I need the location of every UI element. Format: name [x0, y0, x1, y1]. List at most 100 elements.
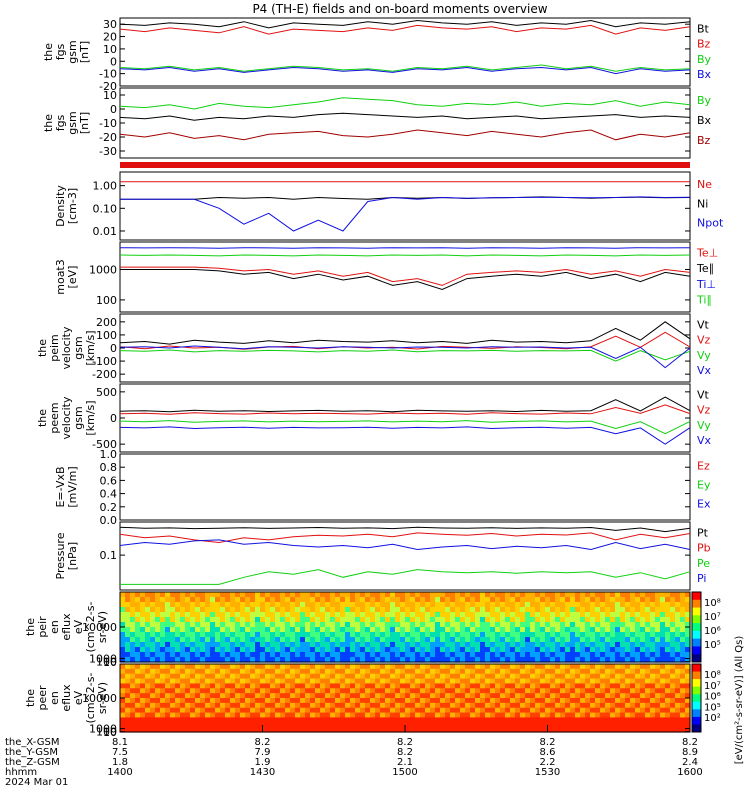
heatmap-cell — [285, 612, 291, 618]
heatmap-cell — [310, 717, 316, 723]
heatmap-cell — [455, 612, 461, 618]
heatmap-cell — [295, 717, 301, 723]
heatmap-cell — [605, 707, 611, 714]
x-tick-label: 2.4 — [682, 757, 698, 768]
series-line-Vy — [119, 349, 691, 362]
heatmap-cell — [595, 707, 601, 714]
y-axis-label: [cm-3] — [66, 188, 79, 224]
heatmap-cell — [285, 668, 291, 675]
y-tick-label: 0 — [110, 342, 117, 355]
heatmap-cell — [645, 627, 651, 633]
y-tick-label: 1000 — [89, 723, 117, 736]
heatmap-cell — [410, 632, 416, 638]
heatmap-cell — [140, 698, 146, 704]
heatmap-cell — [490, 678, 496, 685]
heatmap-cell — [285, 597, 291, 603]
heatmap-cell — [220, 607, 226, 613]
colorbar-tick-label: 10² — [704, 713, 721, 724]
heatmap-cell — [475, 688, 481, 694]
heatmap-cell — [565, 637, 571, 643]
y-axis-label: E=-VxB — [54, 466, 67, 507]
heatmap-cell — [435, 602, 441, 608]
heatmap-cell — [320, 717, 326, 723]
heatmap-cell — [675, 642, 681, 648]
heatmap-cell — [575, 632, 581, 638]
heatmap-cell — [170, 668, 176, 675]
heatmap-cell — [560, 722, 566, 728]
heatmap-cell — [485, 678, 491, 685]
heatmap-cell — [270, 722, 276, 728]
heatmap-cell — [635, 698, 641, 704]
heatmap-cell — [520, 642, 526, 648]
heatmap-cell — [520, 693, 526, 699]
heatmap-cell — [155, 637, 161, 643]
heatmap-cell — [270, 727, 276, 733]
heatmap-cell — [450, 664, 456, 670]
heatmap-cell — [515, 707, 521, 714]
heatmap-cell — [435, 612, 441, 618]
heatmap-cell — [485, 637, 491, 643]
heatmap-cell — [200, 693, 206, 699]
heatmap-cell — [655, 627, 661, 633]
heatmap-cell — [605, 627, 611, 633]
heatmap-cell — [510, 668, 516, 675]
heatmap-cell — [235, 722, 241, 728]
heatmap-cell — [380, 683, 386, 689]
heatmap-cell — [165, 712, 171, 719]
heatmap-cell — [425, 678, 431, 685]
heatmap-cell — [650, 722, 656, 728]
heatmap-cell — [560, 668, 566, 675]
heatmap-cell — [195, 642, 201, 648]
heatmap-cell — [575, 664, 581, 670]
series-line-Bz — [119, 129, 691, 141]
heatmap-cell — [200, 632, 206, 638]
heatmap-cell — [290, 702, 296, 709]
y-axis-label: [eV] — [66, 266, 79, 289]
heatmap-cell — [135, 607, 141, 613]
heatmap-cell — [235, 702, 241, 709]
heatmap-cell — [475, 712, 481, 719]
heatmap-cell — [455, 602, 461, 608]
heatmap-cell — [340, 642, 346, 648]
heatmap-cell — [355, 617, 361, 623]
heatmap-cell — [470, 647, 476, 653]
heatmap-cell — [400, 668, 406, 675]
y-axis-label: [nPa] — [66, 542, 79, 570]
heatmap-cell — [565, 688, 571, 694]
heatmap-cell — [410, 702, 416, 709]
heatmap-cell — [640, 678, 646, 685]
heatmap-cell — [405, 707, 411, 714]
heatmap-cell — [595, 617, 601, 623]
y-axis-label: eV — [72, 619, 85, 634]
heatmap-cell — [265, 727, 271, 733]
heatmap-cell — [525, 668, 531, 675]
heatmap-cell — [620, 642, 626, 648]
heatmap-cell — [205, 668, 211, 675]
heatmap-cell — [390, 602, 396, 608]
heatmap-cell — [415, 647, 421, 653]
heatmap-cell — [195, 632, 201, 638]
heatmap-cell — [320, 727, 326, 733]
heatmap-cell — [545, 712, 551, 719]
heatmap-cell — [360, 657, 366, 663]
heatmap-cell — [655, 673, 661, 680]
heatmap-cell — [555, 607, 561, 613]
heatmap-cell — [495, 683, 501, 689]
heatmap-cell — [395, 632, 401, 638]
heatmap-cell — [550, 647, 556, 653]
heatmap-cell — [670, 727, 676, 733]
heatmap-cell — [160, 664, 166, 670]
heatmap-cell — [265, 678, 271, 685]
heatmap-cell — [505, 627, 511, 633]
heatmap-cell — [600, 673, 606, 680]
heatmap-cell — [240, 693, 246, 699]
x-row-label: the_Z-GSM — [5, 757, 60, 768]
heatmap-cell — [365, 652, 371, 658]
heatmap-cell — [485, 722, 491, 728]
heatmap-cell — [525, 592, 531, 598]
heatmap-cell — [475, 622, 481, 628]
heatmap-cell — [250, 597, 256, 603]
heatmap-cell — [570, 664, 576, 670]
heatmap-cell — [540, 612, 546, 618]
